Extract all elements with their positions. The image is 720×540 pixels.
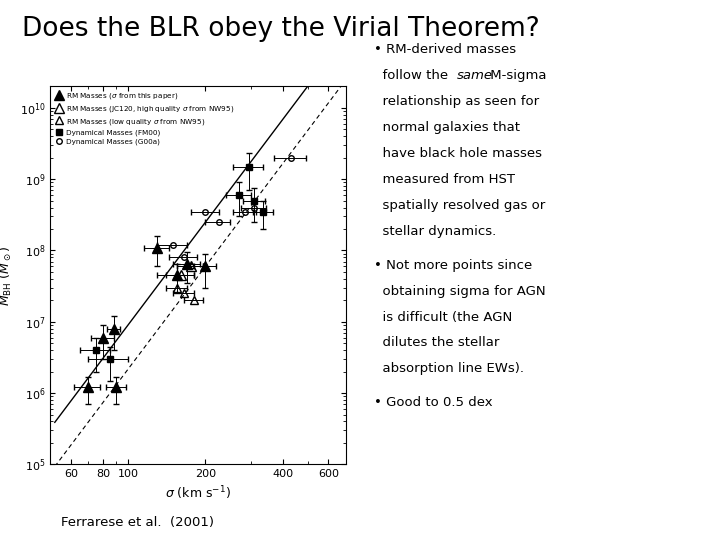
Text: • Not more points since: • Not more points since [374,259,533,272]
Text: absorption line EWs).: absorption line EWs). [374,362,524,375]
Text: relationship as seen for: relationship as seen for [374,95,539,108]
Legend: RM Masses ($\sigma$ from this paper), RM Masses (JC120, high quality $\sigma$ fr: RM Masses ($\sigma$ from this paper), RM… [54,90,236,146]
Y-axis label: $M_{\rm BH}$ ($M_\odot$): $M_{\rm BH}$ ($M_\odot$) [0,245,14,306]
Text: same: same [457,69,493,82]
X-axis label: $\sigma$ (km s$^{-1}$): $\sigma$ (km s$^{-1}$) [165,485,231,502]
Text: normal galaxies that: normal galaxies that [374,121,521,134]
Text: have black hole masses: have black hole masses [374,147,542,160]
Text: • Good to 0.5 dex: • Good to 0.5 dex [374,396,493,409]
Text: • RM-derived masses: • RM-derived masses [374,43,516,56]
Text: spatially resolved gas or: spatially resolved gas or [374,199,546,212]
Text: M-sigma: M-sigma [486,69,546,82]
Text: follow the: follow the [374,69,453,82]
Text: Ferrarese et al.  (2001): Ferrarese et al. (2001) [61,516,215,529]
Text: stellar dynamics.: stellar dynamics. [374,225,497,238]
Text: dilutes the stellar: dilutes the stellar [374,336,500,349]
Text: obtaining sigma for AGN: obtaining sigma for AGN [374,285,546,298]
Text: measured from HST: measured from HST [374,173,516,186]
Text: Does the BLR obey the Virial Theorem?: Does the BLR obey the Virial Theorem? [22,16,539,42]
Text: is difficult (the AGN: is difficult (the AGN [374,310,513,323]
